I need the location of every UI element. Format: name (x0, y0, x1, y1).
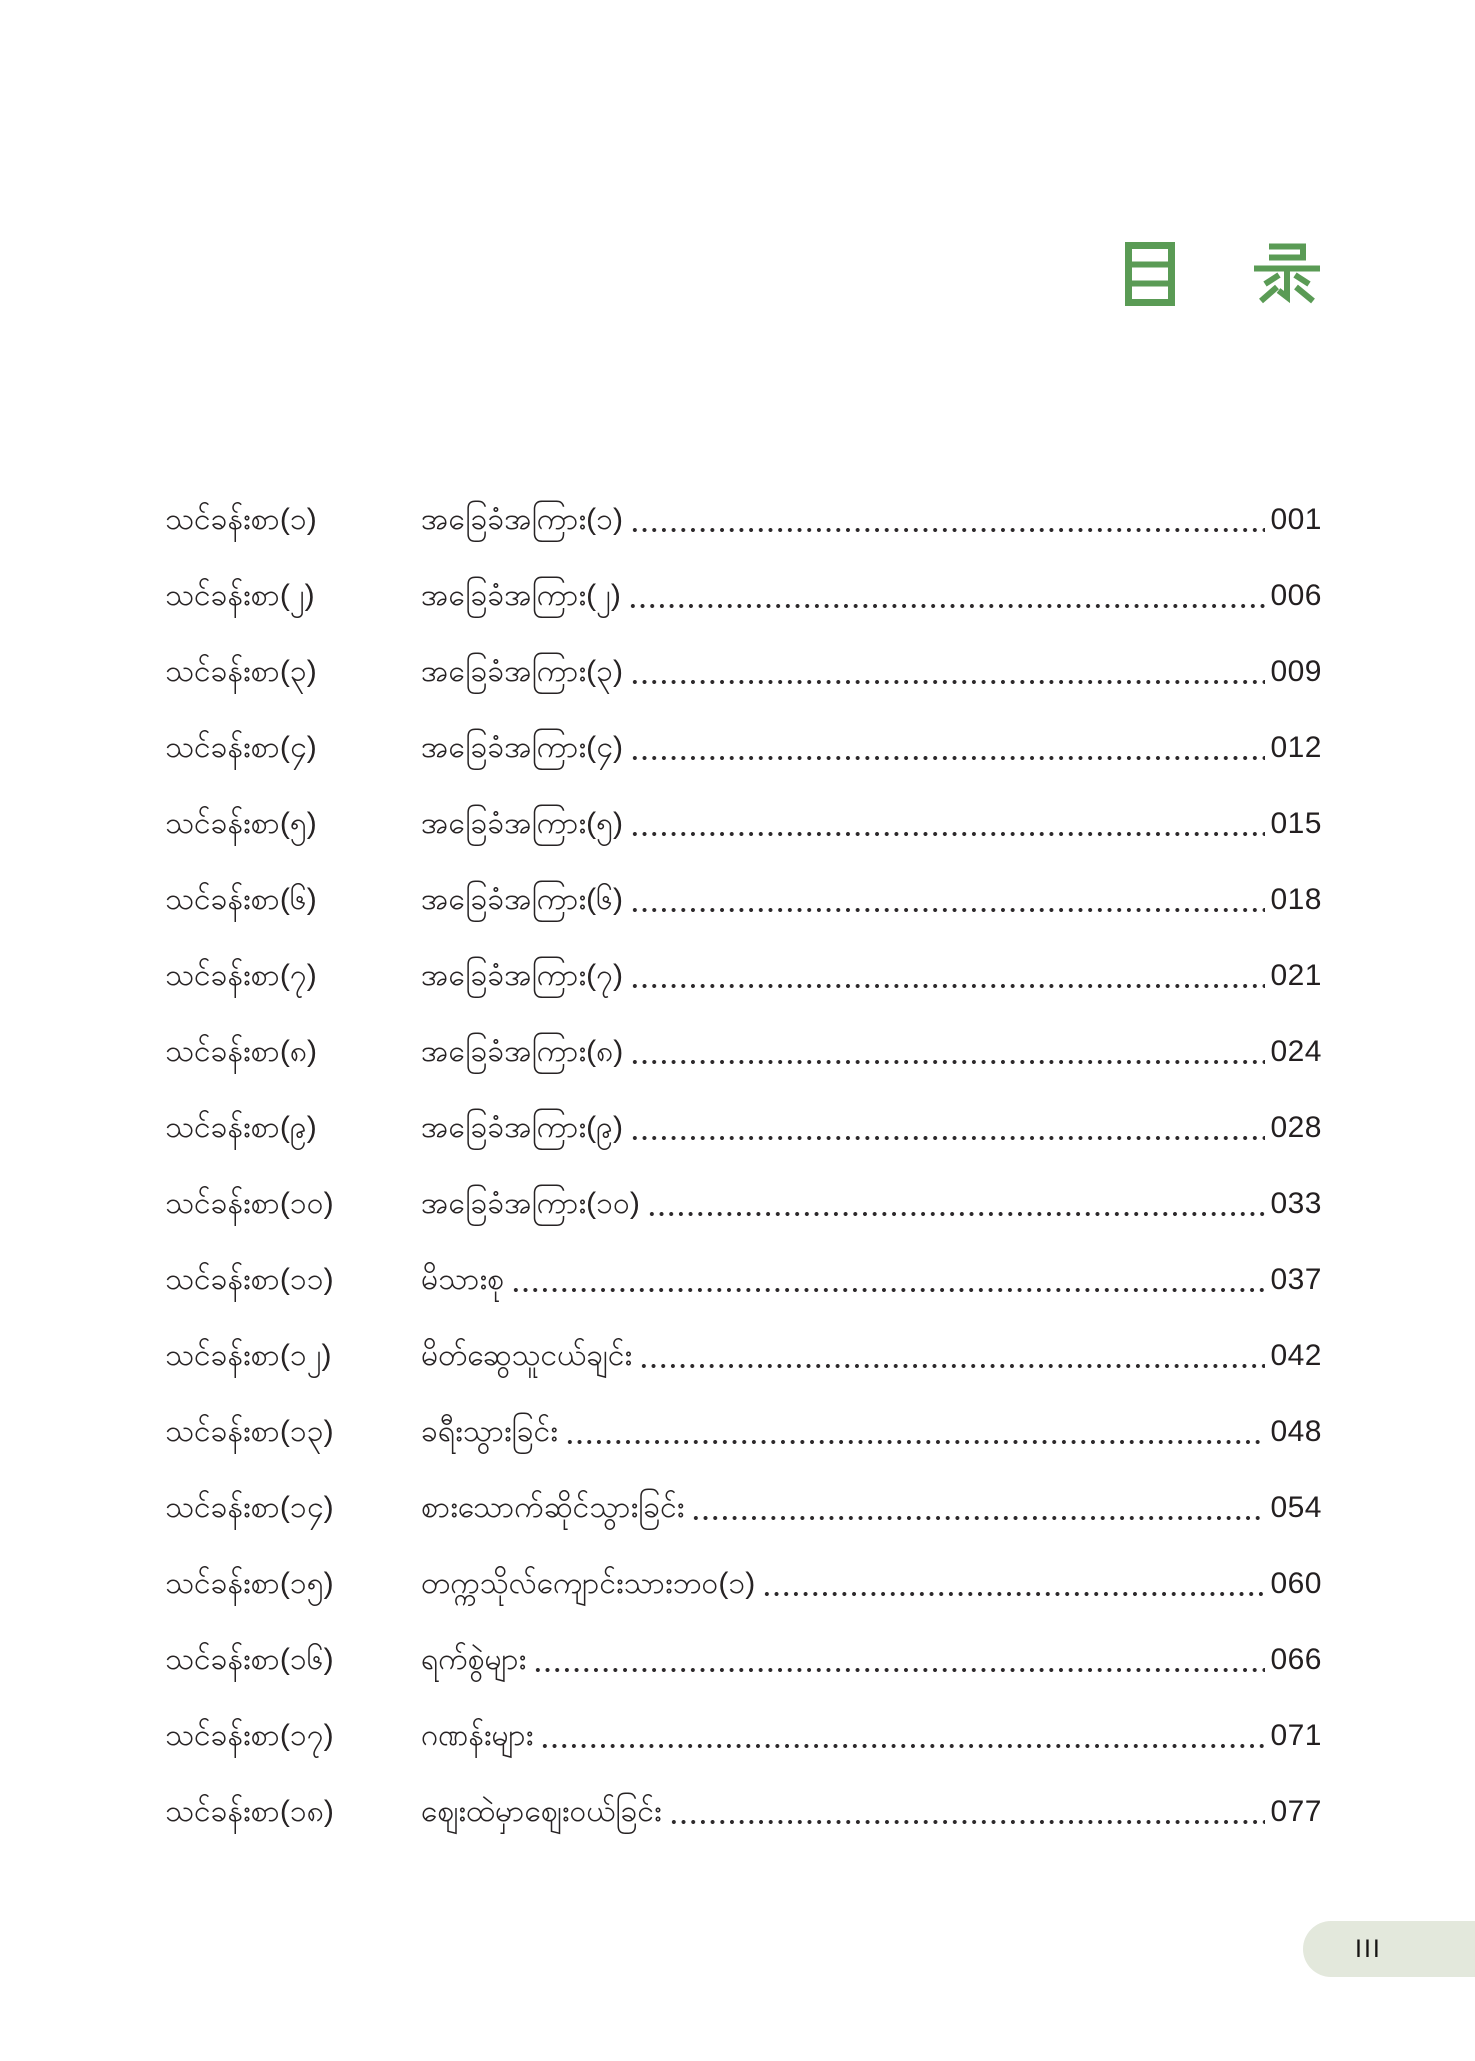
lesson-title: စားသောက်ဆိုင်သွားခြင်း (421, 1490, 685, 1524)
title-char-mu-icon (1125, 242, 1175, 306)
lesson-label: သင်ခန်းစာ(၁၆) (165, 1642, 334, 1676)
toc-entry: သင်ခန်းစာ(၁၅) တက္ကသိုလ်ကျောင်းသားဘဝ(၁) 060 (165, 1546, 1322, 1622)
page-title: 目 录 (1125, 242, 1322, 306)
page-number: 048 (1270, 1414, 1322, 1448)
lesson-label: သင်ခန်းစာ(၁၇) (165, 1718, 334, 1752)
lesson-title: ခရီးသွားခြင်း (421, 1414, 558, 1448)
lesson-label: သင်ခန်းစာ(၅) (165, 806, 317, 840)
lesson-label: သင်ခန်းစာ(၁၈) (165, 1794, 334, 1828)
lesson-title: အခြေခံအကြား(၄) (421, 730, 623, 764)
lesson-title: အခြေခံအကြား(၇) (421, 958, 623, 992)
lesson-title: အခြေခံအကြား(၁၀) (421, 1186, 640, 1220)
page-number: 021 (1270, 958, 1322, 992)
page-number: 066 (1270, 1642, 1322, 1676)
lesson-title: မိသားစု (421, 1262, 504, 1296)
lesson-title: ဂဏန်းများ (421, 1718, 534, 1752)
dot-leader (540, 1743, 1266, 1749)
lesson-title: အခြေခံအကြား(၈) (421, 1034, 624, 1068)
lesson-label: သင်ခန်းစာ(၂) (165, 578, 315, 612)
lesson-label: သင်ခန်းစာ(၃) (165, 654, 317, 688)
toc-entry: သင်ခန်းစာ(၆) အခြေခံအကြား(၆) 018 (165, 862, 1322, 938)
lesson-label: သင်ခန်းစာ(၁၄) (165, 1490, 334, 1524)
dot-leader (762, 1591, 1266, 1597)
lesson-title: အခြေခံအကြား(၁) (421, 502, 623, 536)
page-number: 018 (1270, 882, 1322, 916)
lesson-label: သင်ခန်းစာ(၇) (165, 958, 317, 992)
toc-entry: သင်ခန်းစာ(၁၆) ရက်စွဲများ 066 (165, 1622, 1322, 1698)
page-number: 028 (1270, 1110, 1322, 1144)
dot-leader (629, 755, 1266, 761)
dot-leader (691, 1515, 1266, 1521)
page-number: 024 (1270, 1034, 1322, 1068)
toc-entry: သင်ခန်းစာ(၁) အခြေခံအကြား(၁) 001 (165, 482, 1322, 558)
dot-leader (668, 1819, 1266, 1825)
toc-entry: သင်ခန်းစာ(၁၈) ဈေးထဲမှာဈေးဝယ်ခြင်း 077 (165, 1774, 1322, 1850)
page-number: 009 (1270, 654, 1322, 688)
page-number-badge: III (1303, 1921, 1475, 1977)
lesson-title: ရက်စွဲများ (421, 1642, 527, 1676)
page-number: 077 (1270, 1794, 1322, 1828)
toc-entry: သင်ခန်းစာ(၈) အခြေခံအကြား(၈) 024 (165, 1014, 1322, 1090)
lesson-label: သင်ခန်းစာ(၁၀) (165, 1186, 334, 1220)
toc-entry: သင်ခန်းစာ(၁၁) မိသားစု 037 (165, 1242, 1322, 1318)
title-char-lu-icon (1254, 243, 1320, 304)
lesson-title: အခြေခံအကြား(၆) (421, 882, 623, 916)
dot-leader (639, 1363, 1266, 1369)
dot-leader (646, 1211, 1266, 1217)
dot-leader (629, 679, 1266, 685)
toc-entry: သင်ခန်းစာ(၁၂) မိတ်ဆွေသူငယ်ချင်း 042 (165, 1318, 1322, 1394)
toc-entry: သင်ခန်းစာ(၄) အခြေခံအကြား(၄) 012 (165, 710, 1322, 786)
toc-entry: သင်ခန်းစာ(၁၃) ခရီးသွားခြင်း 048 (165, 1394, 1322, 1470)
lesson-title: အခြေခံအကြား(၂) (421, 578, 621, 612)
dot-leader (510, 1287, 1266, 1293)
page-number: 060 (1270, 1566, 1322, 1600)
lesson-title: အခြေခံအကြား(၉) (421, 1110, 623, 1144)
lesson-title: အခြေခံအကြား(၅) (421, 806, 623, 840)
page-number: 015 (1270, 806, 1322, 840)
toc-entry: သင်ခန်းစာ(၅) အခြေခံအကြား(၅) 015 (165, 786, 1322, 862)
page-number: 042 (1270, 1338, 1322, 1372)
page-number: 054 (1270, 1490, 1322, 1524)
lesson-label: သင်ခန်းစာ(၁) (165, 502, 317, 536)
toc-entry: သင်ခန်းစာ(၁၀) အခြေခံအကြား(၁၀) 033 (165, 1166, 1322, 1242)
dot-leader (627, 603, 1266, 609)
toc-entry: သင်ခန်းစာ(၂) အခြေခံအကြား(၂) 006 (165, 558, 1322, 634)
page-number: 001 (1270, 502, 1322, 536)
page-number: 006 (1270, 578, 1322, 612)
dot-leader (533, 1667, 1266, 1673)
page-number: 012 (1270, 730, 1322, 764)
dot-leader (630, 1059, 1266, 1065)
lesson-label: သင်ခန်းစာ(၁၁) (165, 1262, 334, 1296)
lesson-label: သင်ခန်းစာ(၁၅) (165, 1566, 334, 1600)
dot-leader (629, 1135, 1266, 1141)
dot-leader (564, 1439, 1266, 1445)
lesson-title: အခြေခံအကြား(၃) (421, 654, 623, 688)
dot-leader (629, 983, 1266, 989)
toc-entry: သင်ခန်းစာ(၁၄) စားသောက်ဆိုင်သွားခြင်း 054 (165, 1470, 1322, 1546)
lesson-label: သင်ခန်းစာ(၁၃) (165, 1414, 334, 1448)
page-number: 037 (1270, 1262, 1322, 1296)
lesson-title: မိတ်ဆွေသူငယ်ချင်း (421, 1338, 633, 1372)
toc-entry: သင်ခန်းစာ(၁၇) ဂဏန်းများ 071 (165, 1698, 1322, 1774)
page-number: 033 (1270, 1186, 1322, 1220)
lesson-label: သင်ခန်းစာ(၁၂) (165, 1338, 332, 1372)
dot-leader (629, 907, 1266, 913)
lesson-label: သင်ခန်းစာ(၈) (165, 1034, 317, 1068)
toc-entry: သင်ခန်းစာ(၉) အခြေခံအကြား(၉) 028 (165, 1090, 1322, 1166)
toc-list: သင်ခန်းစာ(၁) အခြေခံအကြား(၁) 001 သင်ခန်းစာ(၂… (165, 482, 1322, 1850)
lesson-label: သင်ခန်းစာ(၄) (165, 730, 317, 764)
lesson-label: သင်ခန်းစာ(၉) (165, 1110, 317, 1144)
lesson-title: ဈေးထဲမှာဈေးဝယ်ခြင်း (421, 1794, 662, 1828)
lesson-label: သင်ခန်းစာ(၆) (165, 882, 317, 916)
lesson-title: တက္ကသိုလ်ကျောင်းသားဘဝ(၁) (421, 1566, 756, 1600)
dot-leader (629, 831, 1266, 837)
toc-entry: သင်ခန်းစာ(၇) အခြေခံအကြား(၇) 021 (165, 938, 1322, 1014)
footer-page-number: III (1355, 1934, 1382, 1963)
toc-entry: သင်ခန်းစာ(၃) အခြေခံအကြား(၃) 009 (165, 634, 1322, 710)
dot-leader (629, 527, 1266, 533)
page-number: 071 (1270, 1718, 1322, 1752)
